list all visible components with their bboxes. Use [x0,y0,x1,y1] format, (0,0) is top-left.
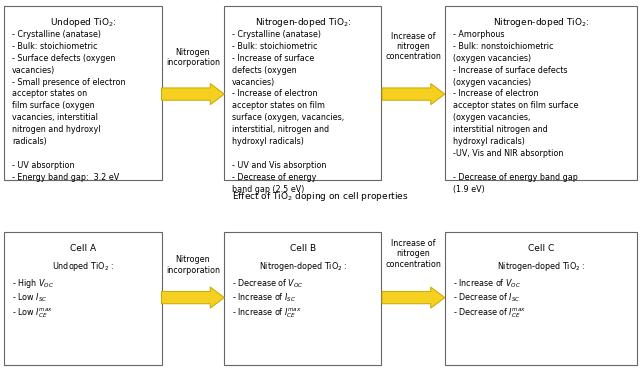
Text: hydroxyl radicals): hydroxyl radicals) [453,137,525,146]
FancyArrow shape [162,84,224,104]
Text: -UV, Vis and NIR absorption: -UV, Vis and NIR absorption [453,149,563,158]
Text: acceptor states on film surface: acceptor states on film surface [453,101,579,110]
FancyBboxPatch shape [4,232,162,365]
Text: interstitial nitrogen and: interstitial nitrogen and [453,125,548,134]
FancyBboxPatch shape [224,232,381,365]
Text: - Increase of $I_{SC}$: - Increase of $I_{SC}$ [232,292,296,305]
FancyBboxPatch shape [4,6,162,180]
Text: - Amorphous: - Amorphous [453,30,504,39]
Text: - Low $I_{SC}$: - Low $I_{SC}$ [12,292,48,305]
FancyArrow shape [162,287,224,308]
Text: - Small presence of electron: - Small presence of electron [12,78,126,86]
Text: Undoped TiO$_2$:: Undoped TiO$_2$: [50,16,116,29]
Text: (oxygen vacancies): (oxygen vacancies) [453,54,531,63]
Text: (oxygen vacancies,: (oxygen vacancies, [453,113,531,122]
Text: - UV absorption: - UV absorption [12,161,75,170]
Text: acceptor states on: acceptor states on [12,89,87,98]
Text: - UV and Vis absorption: - UV and Vis absorption [232,161,326,170]
Text: - Low $I_{CE}^{max}$: - Low $I_{CE}^{max}$ [12,306,53,320]
Text: - Crystalline (anatase): - Crystalline (anatase) [12,30,101,39]
FancyArrow shape [382,84,445,104]
Text: vacancies): vacancies) [232,78,275,86]
Text: - Crystalline (anatase): - Crystalline (anatase) [232,30,321,39]
Text: vacancies): vacancies) [12,66,55,74]
Text: - Increase of $I_{CE}^{max}$: - Increase of $I_{CE}^{max}$ [232,306,302,320]
Text: acceptor states on film: acceptor states on film [232,101,325,110]
Text: Cell C: Cell C [528,244,554,253]
Text: Nitrogen-doped TiO$_2$:: Nitrogen-doped TiO$_2$: [254,16,351,29]
Text: - Increase of electron: - Increase of electron [232,89,317,98]
Text: Nitrogen-doped TiO$_2$:: Nitrogen-doped TiO$_2$: [493,16,589,29]
Text: Nitrogen-doped TiO$_2$ :: Nitrogen-doped TiO$_2$ : [258,260,347,273]
Text: (oxygen vacancies): (oxygen vacancies) [453,78,531,86]
Text: film surface (oxygen: film surface (oxygen [12,101,95,110]
Text: Increase of
nitrogen
concentration: Increase of nitrogen concentration [385,239,442,269]
FancyArrow shape [382,287,445,308]
Text: Increase of
nitrogen
concentration: Increase of nitrogen concentration [385,31,442,61]
Text: Nitrogen
incorporation: Nitrogen incorporation [166,48,220,67]
Text: radicals): radicals) [12,137,47,146]
Text: Effect of TiO$_2$ doping on cell properties: Effect of TiO$_2$ doping on cell propert… [232,190,409,203]
FancyBboxPatch shape [445,6,637,180]
Text: - High $V_{OC}$: - High $V_{OC}$ [12,277,54,290]
Text: - Increase of surface: - Increase of surface [232,54,314,63]
Text: - Decrease of energy: - Decrease of energy [232,173,317,182]
Text: hydroxyl radicals): hydroxyl radicals) [232,137,304,146]
Text: - Decrease of $I_{SC}$: - Decrease of $I_{SC}$ [453,292,521,305]
Text: (1.9 eV): (1.9 eV) [453,185,485,194]
Text: vacancies, interstitial: vacancies, interstitial [12,113,98,122]
Text: - Decrease of energy band gap: - Decrease of energy band gap [453,173,578,182]
Text: - Surface defects (oxygen: - Surface defects (oxygen [12,54,115,63]
Text: - Decrease of $V_{OC}$: - Decrease of $V_{OC}$ [232,277,304,290]
Text: interstitial, nitrogen and: interstitial, nitrogen and [232,125,329,134]
Text: - Increase of electron: - Increase of electron [453,89,538,98]
Text: - Bulk: stoichiometric: - Bulk: stoichiometric [232,42,317,51]
Text: - Increase of $V_{OC}$: - Increase of $V_{OC}$ [453,277,521,290]
Text: - Energy band gap:  3.2 eV: - Energy band gap: 3.2 eV [12,173,119,182]
Text: Nitrogen
incorporation: Nitrogen incorporation [166,255,220,275]
Text: Cell B: Cell B [290,244,316,253]
Text: defects (oxygen: defects (oxygen [232,66,297,74]
Text: Undoped TiO$_2$ :: Undoped TiO$_2$ : [52,260,114,273]
Text: band gap (2.5 eV): band gap (2.5 eV) [232,185,304,194]
Text: - Increase of surface defects: - Increase of surface defects [453,66,568,74]
Text: surface (oxygen, vacancies,: surface (oxygen, vacancies, [232,113,344,122]
Text: Nitrogen-doped TiO$_2$ :: Nitrogen-doped TiO$_2$ : [497,260,585,273]
FancyBboxPatch shape [445,232,637,365]
FancyBboxPatch shape [224,6,381,180]
Text: - Decrease of $I_{CE}^{max}$: - Decrease of $I_{CE}^{max}$ [453,306,526,320]
Text: Cell A: Cell A [70,244,96,253]
Text: - Bulk: nonstoichiometric: - Bulk: nonstoichiometric [453,42,554,51]
Text: - Bulk: stoichiometric: - Bulk: stoichiometric [12,42,97,51]
Text: nitrogen and hydroxyl: nitrogen and hydroxyl [12,125,101,134]
